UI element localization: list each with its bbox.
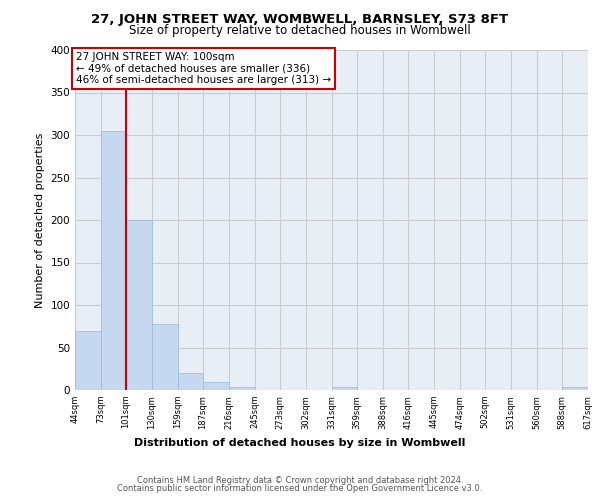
Bar	[332, 388, 357, 390]
Text: Distribution of detached houses by size in Wombwell: Distribution of detached houses by size …	[134, 438, 466, 448]
Bar	[152, 324, 178, 390]
Bar	[126, 220, 152, 390]
Bar	[75, 330, 101, 390]
Y-axis label: Number of detached properties: Number of detached properties	[35, 132, 45, 308]
Text: 27, JOHN STREET WAY, WOMBWELL, BARNSLEY, S73 8FT: 27, JOHN STREET WAY, WOMBWELL, BARNSLEY,…	[91, 12, 509, 26]
Text: 27 JOHN STREET WAY: 100sqm
← 49% of detached houses are smaller (336)
46% of sem: 27 JOHN STREET WAY: 100sqm ← 49% of deta…	[76, 52, 331, 85]
Text: Contains HM Land Registry data © Crown copyright and database right 2024.: Contains HM Land Registry data © Crown c…	[137, 476, 463, 485]
Bar	[178, 373, 203, 390]
Bar	[101, 130, 126, 390]
Bar	[562, 388, 588, 390]
Bar	[229, 388, 255, 390]
Text: Size of property relative to detached houses in Wombwell: Size of property relative to detached ho…	[129, 24, 471, 37]
Bar	[203, 382, 229, 390]
Text: Contains public sector information licensed under the Open Government Licence v3: Contains public sector information licen…	[118, 484, 482, 493]
